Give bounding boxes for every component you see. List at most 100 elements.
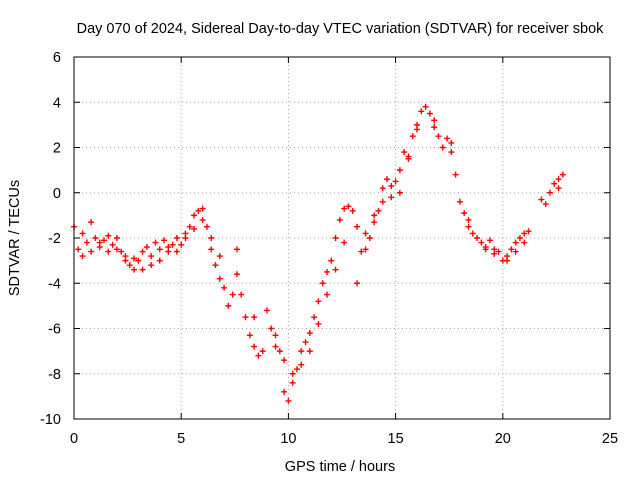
data-point [212,262,219,269]
data-point [251,314,258,321]
data-point [538,196,545,203]
data-point [191,225,198,232]
data-point [362,230,369,237]
x-tick-label: 25 [602,431,618,447]
data-point [298,361,305,368]
data-point [478,239,485,246]
data-point [298,348,305,355]
y-tick-label: -4 [48,276,61,292]
data-point [75,246,82,253]
data-point [431,117,438,124]
data-point [135,257,142,264]
data-point [139,266,146,273]
data-point [431,124,438,131]
x-tick-label: 20 [495,431,511,447]
data-point [328,257,335,264]
data-point [306,330,313,337]
data-point [101,237,108,244]
data-point [259,348,266,355]
data-point [173,248,180,255]
data-point [371,212,378,219]
data-point [79,230,86,237]
y-tick-label: -2 [48,231,61,247]
data-point [354,223,361,230]
data-point [143,244,150,251]
data-point [392,178,399,185]
data-point [319,280,326,287]
data-point [289,379,296,386]
data-point [268,325,275,332]
data-point [379,185,386,192]
data-point [388,182,395,189]
data-point [358,248,365,255]
data-point [418,108,425,115]
data-point [216,253,223,260]
data-point [323,291,330,298]
data-point [452,171,459,178]
data-point [435,133,442,140]
data-point [516,235,523,241]
y-axis-label: SDTVAR / TECUs [7,180,23,296]
data-point [182,235,189,241]
y-tick-label: -10 [40,412,61,428]
y-axis-ticks: -10 -8 -6 -4 -2 0 2 4 6 [40,50,610,428]
data-point [131,266,138,273]
data-point [88,219,95,226]
data-point [139,248,146,255]
data-point [293,366,300,373]
data-point [221,284,228,291]
data-point [405,153,412,160]
data-point [289,370,296,377]
x-axis-ticks: 0 5 10 15 20 25 [70,57,618,447]
data-point [311,314,318,321]
data-point [131,255,138,262]
data-point [439,144,446,151]
data-point [238,291,245,298]
data-point [281,357,288,364]
data-point [152,239,159,246]
data-point [315,320,322,327]
data-point [208,246,215,253]
data-point [375,207,382,214]
data-point [79,253,86,260]
data-point [448,139,455,146]
data-point [345,203,352,210]
data-point [354,280,361,287]
data-point [169,241,176,248]
data-point [401,149,408,156]
data-point [461,210,468,217]
data-point [315,298,322,305]
data-point [225,302,232,309]
y-tick-label: -6 [48,322,61,338]
data-point [546,189,553,196]
data-point [525,228,532,235]
grid-lines [74,57,610,419]
data-point [233,246,240,253]
data-point [199,205,206,212]
data-point [156,246,163,253]
data-point [83,239,90,246]
data-point [332,235,339,241]
data-point [474,235,481,241]
data-point [465,223,472,230]
data-point [426,110,433,117]
y-tick-label: 4 [53,95,61,111]
data-point [105,232,112,239]
data-point [521,230,528,237]
data-point [508,246,515,253]
x-tick-label: 0 [70,431,78,447]
data-point [118,248,125,255]
data-point [555,176,562,183]
data-point [165,244,172,251]
data-point [272,332,279,339]
data-point [255,352,262,359]
data-point [208,235,215,241]
data-point [422,103,429,110]
data-point [199,216,206,223]
data-point [96,239,103,246]
data-point [242,314,249,321]
data-point [521,239,528,246]
y-tick-label: 6 [53,50,61,66]
data-point [559,171,566,178]
data-point [555,185,562,192]
